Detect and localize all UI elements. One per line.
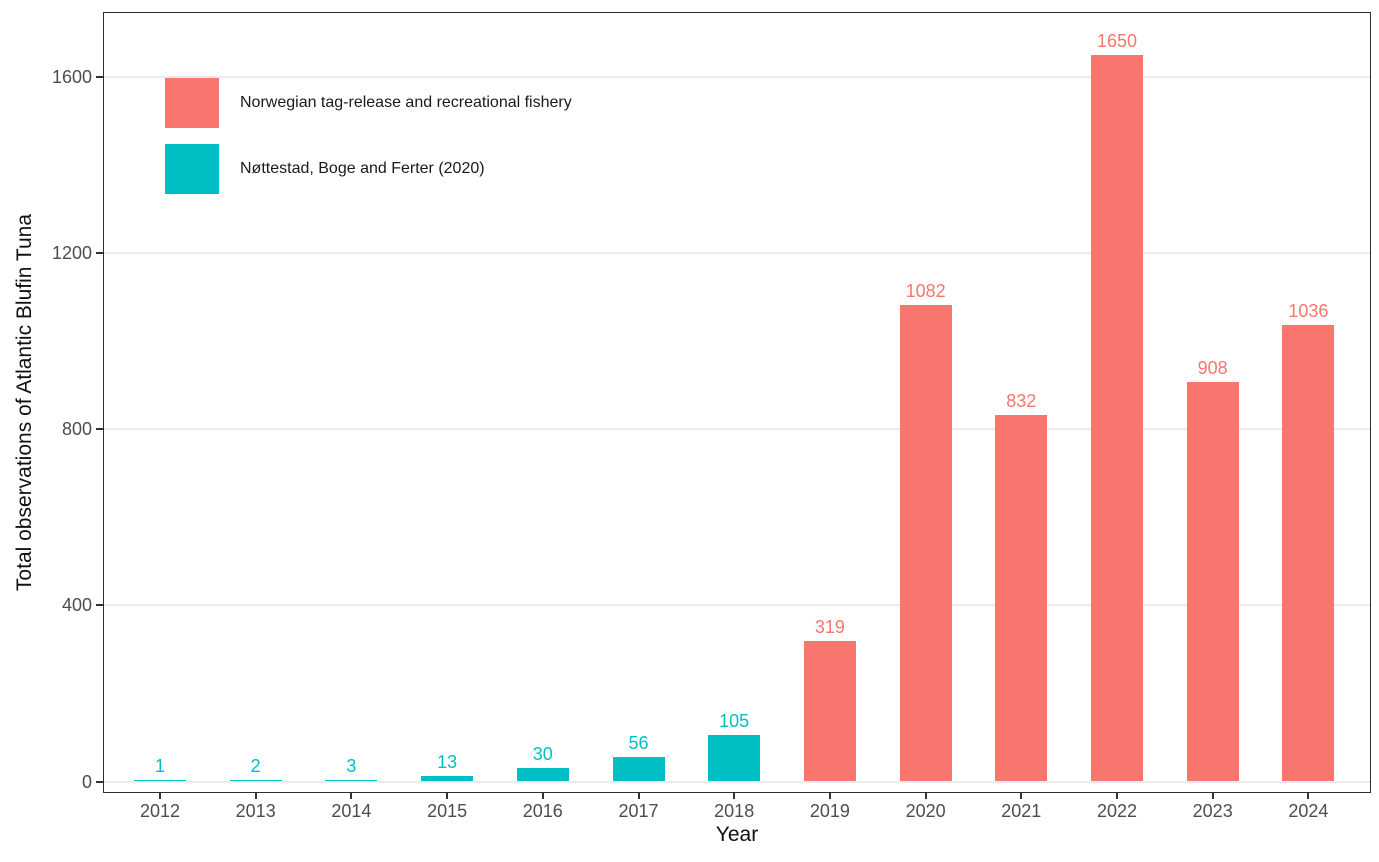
x-tick-label: 2021	[1001, 801, 1042, 821]
bar	[899, 305, 952, 782]
y-tick-label: 0	[81, 771, 92, 792]
bar	[516, 768, 569, 782]
x-axis-tick	[254, 793, 257, 799]
bar-value-label: 319	[814, 617, 845, 638]
legend-label: Nøttestad, Boge and Ferter (2020)	[240, 160, 485, 177]
x-axis-tick	[159, 793, 161, 799]
gridline	[103, 604, 1371, 607]
y-axis-tick	[96, 252, 103, 255]
bar-value-label: 1	[154, 756, 165, 777]
bar	[1282, 325, 1335, 782]
bar	[708, 735, 761, 782]
y-tick-label: 800	[61, 419, 92, 440]
x-axis-tick	[541, 793, 544, 799]
bar-value-label: 3	[346, 756, 357, 777]
bar-value-label: 105	[719, 711, 750, 732]
bar-value-label: 56	[628, 732, 649, 753]
bar	[325, 780, 378, 782]
x-tick-label: 2016	[522, 801, 563, 821]
y-axis-tick	[96, 604, 103, 607]
y-axis-tick	[96, 76, 103, 79]
y-axis-tick	[96, 780, 103, 783]
bar	[995, 415, 1048, 782]
bar	[229, 780, 282, 782]
x-axis-tick	[350, 793, 353, 799]
bar-value-label: 1650	[1096, 31, 1138, 51]
y-tick-label: 400	[61, 595, 92, 616]
x-axis-tick	[924, 793, 927, 799]
x-tick-label: 2020	[905, 801, 946, 821]
x-axis-title: Year	[715, 823, 759, 846]
x-axis-tick	[1116, 793, 1118, 799]
legend-swatch	[165, 144, 219, 194]
bar	[612, 756, 665, 782]
bar	[1091, 55, 1143, 782]
x-tick-label: 2013	[235, 801, 276, 821]
x-axis-tick	[1020, 793, 1023, 799]
x-tick-label: 2018	[714, 801, 755, 821]
bar	[134, 780, 186, 782]
panel-border	[103, 12, 1371, 793]
y-axis-title-wrap: Total observations of Atlantic Blufin Tu…	[6, 12, 44, 793]
bar-value-label: 30	[532, 744, 553, 765]
bar-value-label: 13	[437, 751, 458, 772]
gridline	[103, 428, 1371, 431]
bar	[421, 775, 474, 782]
x-axis-tick	[733, 793, 736, 799]
x-tick-label: 2023	[1192, 801, 1233, 821]
bar-value-label: 1082	[905, 281, 946, 302]
x-axis-tick	[1211, 793, 1214, 799]
x-tick-label: 2012	[139, 801, 181, 821]
x-tick-label: 2022	[1096, 801, 1138, 821]
legend-swatch	[165, 78, 219, 128]
x-tick-label: 2024	[1288, 801, 1329, 821]
x-tick-label: 2015	[427, 801, 468, 821]
x-tick-label: 2014	[331, 801, 372, 821]
bar	[803, 641, 856, 782]
bar-value-label: 1036	[1288, 301, 1329, 322]
bar-value-label: 908	[1197, 357, 1228, 378]
gridline	[103, 252, 1371, 255]
x-axis-tick	[446, 793, 449, 799]
y-tick-label: 1600	[51, 67, 92, 88]
legend-label: Norwegian tag-release and recreational f…	[240, 94, 572, 111]
y-tick-label: 1200	[51, 243, 92, 264]
plot-panel: Norwegian tag-release and recreational f…	[103, 12, 1371, 793]
y-axis-tick	[96, 428, 103, 431]
x-tick-label: 2017	[618, 801, 659, 821]
x-axis-tick	[1307, 793, 1310, 799]
y-axis-title: Total observations of Atlantic Blufin Tu…	[13, 213, 36, 592]
x-tick-label: 2019	[809, 801, 850, 821]
bar-value-label: 2	[250, 756, 261, 777]
gridline	[103, 780, 1371, 783]
x-axis-tick	[828, 793, 831, 799]
gridline	[103, 76, 1371, 79]
x-axis-tick	[637, 793, 640, 799]
bar	[1186, 381, 1239, 782]
bar-value-label: 832	[1006, 391, 1037, 412]
